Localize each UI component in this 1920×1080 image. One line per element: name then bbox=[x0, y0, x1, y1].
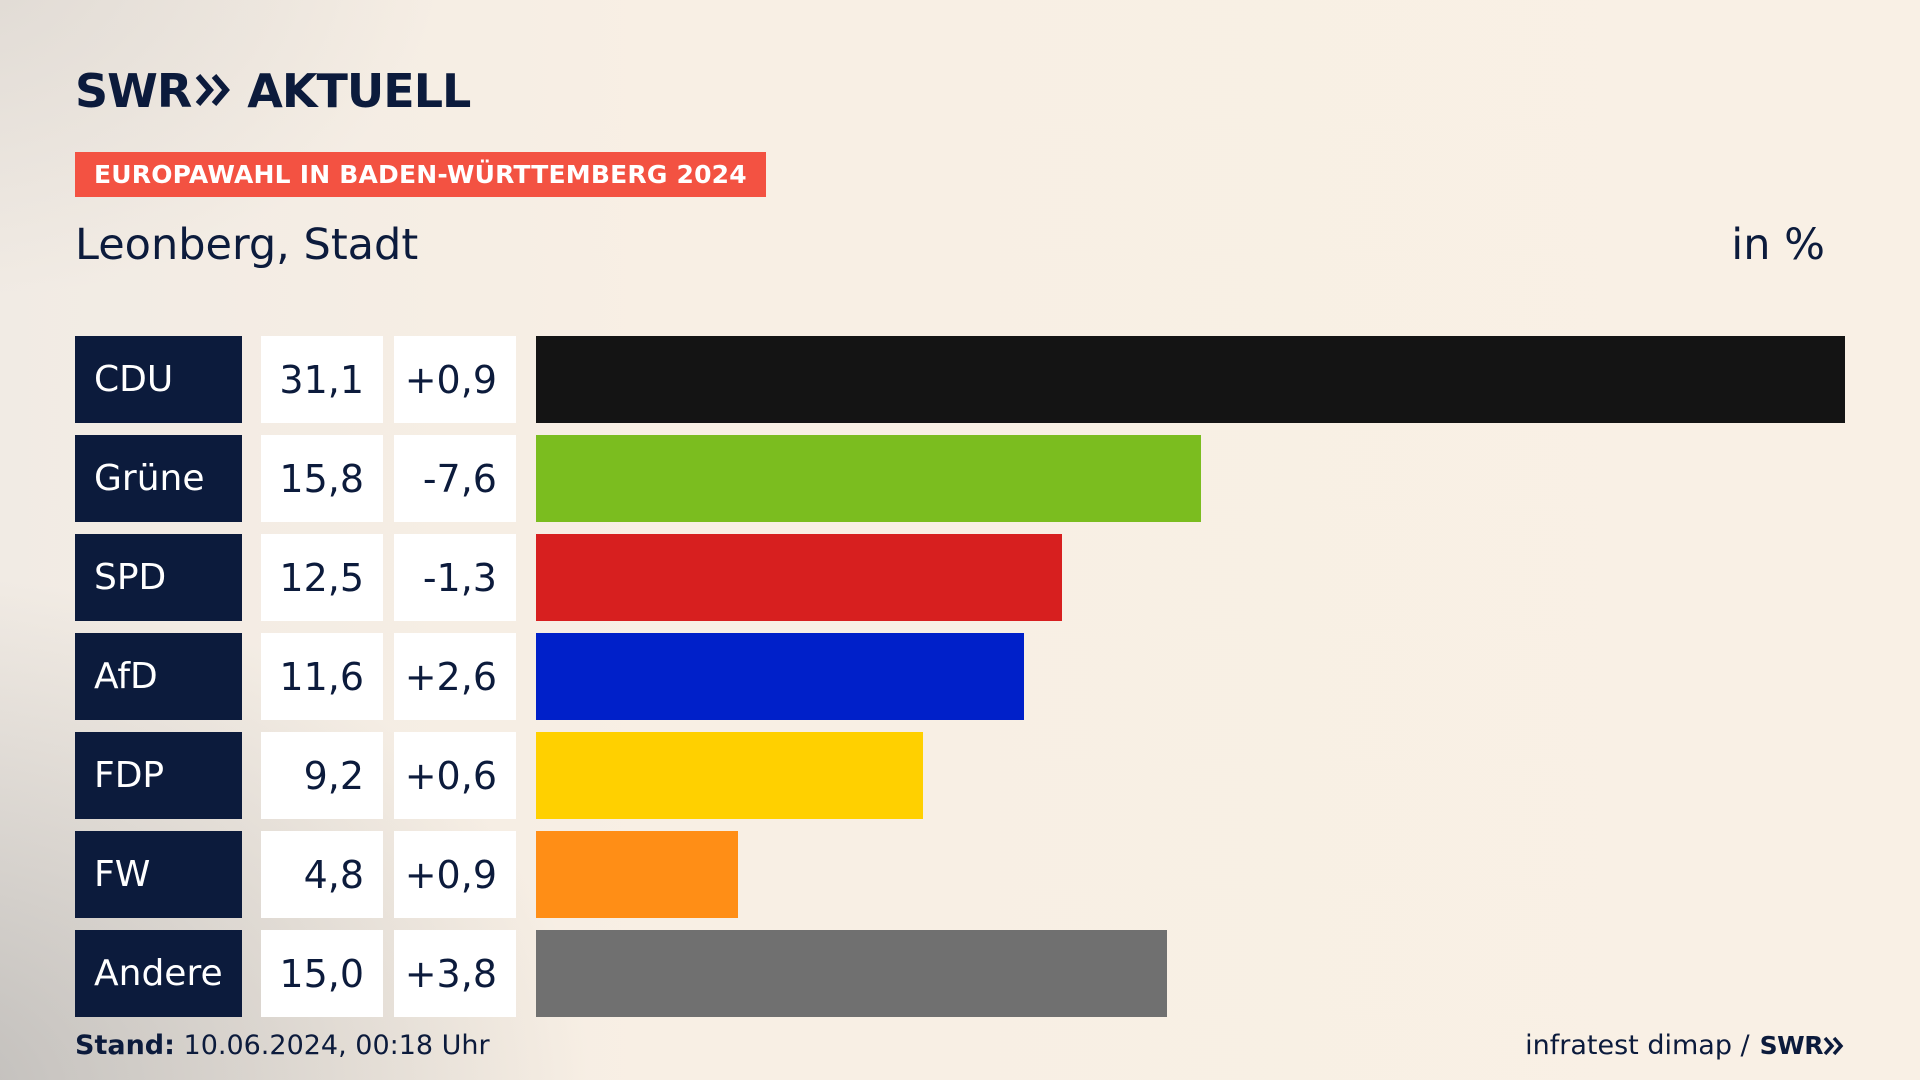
vote-share-label: 4,8 bbox=[261, 831, 383, 918]
change-label: +0,6 bbox=[394, 732, 516, 819]
timestamp: Stand: 10.06.2024, 00:18 Uhr bbox=[75, 1030, 490, 1061]
vote-share-label: 31,1 bbox=[261, 336, 383, 423]
vote-share-label: 15,8 bbox=[261, 435, 383, 522]
stand-label: Stand: bbox=[75, 1030, 175, 1061]
bar bbox=[536, 831, 739, 918]
party-label: Grüne bbox=[75, 435, 242, 522]
vote-share-label: 12,5 bbox=[261, 534, 383, 621]
vote-share-label: 15,0 bbox=[261, 930, 383, 1017]
change-label: +3,8 bbox=[394, 930, 516, 1017]
party-label: SPD bbox=[75, 534, 242, 621]
source-credit: infratest dimap / SWR bbox=[1525, 1030, 1845, 1061]
swr-small-logo: SWR bbox=[1760, 1031, 1845, 1060]
change-label: +0,9 bbox=[394, 336, 516, 423]
logo-swr-text: SWR bbox=[75, 64, 192, 118]
vote-share-label: 9,2 bbox=[261, 732, 383, 819]
stand-value: 10.06.2024, 00:18 Uhr bbox=[183, 1030, 490, 1061]
unit-label: in % bbox=[1731, 220, 1825, 270]
change-label: -7,6 bbox=[394, 435, 516, 522]
chart-row: FDP 9,2 +0,6 bbox=[75, 732, 1845, 819]
chart-row: Grüne 15,8 -7,6 bbox=[75, 435, 1845, 522]
bar bbox=[536, 633, 1025, 720]
chart-row: SPD 12,5 -1,3 bbox=[75, 534, 1845, 621]
chart-row: FW 4,8 +0,9 bbox=[75, 831, 1845, 918]
chart-row: AfD 11,6 +2,6 bbox=[75, 633, 1845, 720]
change-label: -1,3 bbox=[394, 534, 516, 621]
bar bbox=[536, 435, 1202, 522]
party-label: AfD bbox=[75, 633, 242, 720]
party-label: Andere bbox=[75, 930, 242, 1017]
party-label: FDP bbox=[75, 732, 242, 819]
party-label: CDU bbox=[75, 336, 242, 423]
change-label: +2,6 bbox=[394, 633, 516, 720]
chart-row: CDU 31,1 +0,9 bbox=[75, 336, 1845, 423]
party-label: FW bbox=[75, 831, 242, 918]
bar bbox=[536, 534, 1063, 621]
vote-share-label: 11,6 bbox=[261, 633, 383, 720]
election-badge: EUROPAWAHL IN BADEN-WÜRTTEMBERG 2024 bbox=[75, 152, 766, 197]
double-chevron-icon bbox=[195, 64, 233, 118]
swr-aktuell-logo: SWR AKTUELL bbox=[75, 64, 471, 118]
results-chart: CDU 31,1 +0,9 Grüne 15,8 -7,6 SPD 12,5 -1,3 AfD 11… bbox=[75, 336, 1845, 1017]
swr-small-text: SWR bbox=[1759, 1031, 1824, 1060]
change-label: +0,9 bbox=[394, 831, 516, 918]
bar bbox=[536, 336, 1845, 423]
bar bbox=[536, 930, 1168, 1017]
source-text: infratest dimap / bbox=[1525, 1030, 1750, 1061]
logo-aktuell-text: AKTUELL bbox=[247, 64, 471, 118]
bar bbox=[536, 732, 924, 819]
chart-row: Andere 15,0 +3,8 bbox=[75, 930, 1845, 1017]
small-double-chevron-icon bbox=[1823, 1036, 1844, 1055]
page-title: Leonberg, Stadt bbox=[75, 220, 419, 270]
